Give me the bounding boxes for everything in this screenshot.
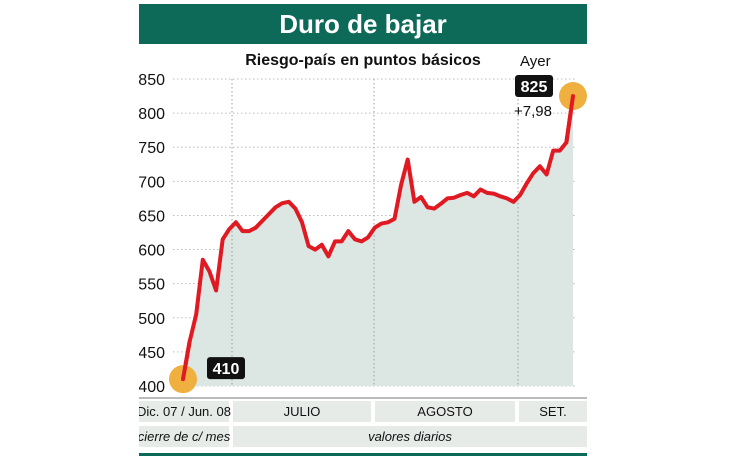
x-band-3 bbox=[375, 401, 515, 422]
start-value-box bbox=[207, 357, 245, 380]
y-tick-label-500: 500 bbox=[139, 311, 165, 328]
y-tick-label-650: 650 bbox=[139, 208, 165, 225]
x-band-1 bbox=[139, 401, 229, 422]
y-tick-label-450: 450 bbox=[139, 345, 165, 362]
line-end-overlay bbox=[564, 94, 575, 145]
area-fill bbox=[183, 96, 573, 386]
chart-panel: Duro de bajar Riesgo-país en puntos bási… bbox=[139, 4, 587, 456]
x-segment-label-1: Dic. 07 / Jun. 08 bbox=[139, 404, 231, 419]
x-band-2 bbox=[233, 401, 371, 422]
series-line bbox=[181, 94, 575, 382]
y-tick-label-750: 750 bbox=[139, 140, 165, 157]
line-start-overlay bbox=[181, 339, 192, 382]
x-band-4 bbox=[519, 401, 587, 422]
sub-band-monthly bbox=[139, 426, 229, 447]
bottom-rule bbox=[139, 453, 587, 456]
y-tick-label-850: 850 bbox=[139, 72, 165, 89]
y-tick-label-800: 800 bbox=[139, 106, 165, 123]
daily-sublabel: valores diarios bbox=[368, 429, 452, 444]
y-tick-label-400: 400 bbox=[139, 379, 165, 396]
start-value-label: 410 bbox=[213, 361, 240, 378]
y-tick-label-600: 600 bbox=[139, 243, 165, 260]
x-segment-label-4: SET. bbox=[539, 404, 566, 419]
x-segment-label-3: AGOSTO bbox=[417, 404, 472, 419]
chart-title: Duro de bajar bbox=[139, 4, 587, 44]
line-chart: 410 Ayer 825 +7,98 400 450 500 550 600 650 700 750… bbox=[139, 53, 587, 447]
end-date-label: Ayer bbox=[520, 53, 551, 70]
y-tick-label-550: 550 bbox=[139, 277, 165, 294]
end-change-label: +7,98 bbox=[514, 103, 552, 120]
end-value-box bbox=[515, 75, 553, 97]
end-value-label: 825 bbox=[521, 79, 548, 96]
x-segment-label-2: JULIO bbox=[284, 404, 321, 419]
monthly-sublabel: cierre de c/ mes bbox=[139, 429, 231, 444]
y-tick-label-700: 700 bbox=[139, 174, 165, 191]
sub-band-daily bbox=[233, 426, 587, 447]
chart-subtitle: Riesgo-país en puntos básicos bbox=[245, 52, 481, 69]
